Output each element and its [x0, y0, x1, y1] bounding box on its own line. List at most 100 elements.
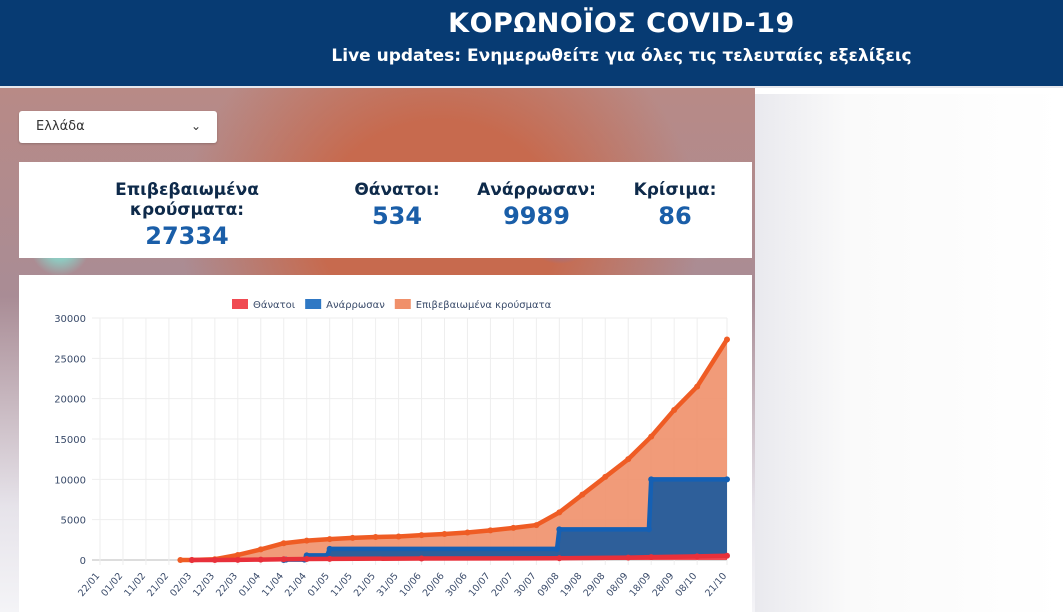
data-point: [724, 552, 730, 559]
y-tick-label: 30000: [54, 314, 86, 325]
x-tick-label: 22/03: [214, 571, 240, 599]
data-point: [554, 545, 561, 552]
y-tick-label: 15000: [54, 435, 86, 446]
data-point: [280, 556, 287, 563]
y-tick-label: 25000: [54, 354, 86, 365]
stat-label: Κρίσιμα:: [633, 180, 717, 200]
data-point: [234, 556, 241, 563]
x-tick-label: 11/05: [329, 571, 355, 599]
x-tick-label: 21/04: [283, 571, 309, 599]
data-point: [234, 551, 241, 558]
data-point: [648, 433, 655, 440]
data-point: [464, 529, 471, 536]
right-side-panel: [755, 94, 1063, 612]
x-tick-label: 11/02: [122, 571, 148, 599]
data-point: [724, 476, 730, 483]
x-tick-label: 10/07: [467, 571, 493, 599]
data-point: [648, 476, 655, 483]
data-point: [257, 546, 264, 553]
legend-label: Θάνατοι: [253, 299, 296, 311]
country-select[interactable]: Ελλάδα ⌄: [19, 111, 217, 143]
x-tick-label: 09/08: [536, 571, 562, 599]
data-point: [625, 456, 632, 463]
data-point: [326, 545, 333, 552]
legend-label: Επιβεβαιωμένα κρούσματα: [416, 299, 552, 311]
data-point: [579, 491, 586, 498]
x-tick-label: 28/09: [650, 571, 676, 599]
x-tick-label: 20/07: [490, 571, 516, 599]
data-point: [625, 554, 632, 561]
y-tick-label: 20000: [54, 395, 86, 406]
legend-swatch: [305, 299, 322, 309]
data-point: [648, 554, 655, 561]
x-tick-label: 19/08: [559, 571, 585, 599]
y-tick-label: 10000: [54, 475, 86, 486]
legend-swatch: [394, 299, 411, 309]
legend-label: Ανάρρωσαν: [326, 299, 385, 311]
stat-label: Θάνατοι:: [354, 180, 440, 200]
x-tick-label: 10/06: [398, 571, 424, 599]
data-point: [188, 557, 195, 563]
data-point: [510, 524, 517, 531]
series-area: [283, 479, 727, 560]
x-tick-label: 22/01: [76, 571, 102, 599]
data-point: [533, 522, 540, 529]
x-tick-label: 20/06: [421, 571, 447, 599]
data-point: [724, 336, 730, 343]
stat-confirmed: Επιβεβαιωμένα κρούσματα: 27334: [57, 180, 317, 250]
data-point: [303, 537, 310, 544]
data-point: [349, 534, 356, 541]
data-point: [487, 527, 494, 534]
x-tick-label: 21/05: [352, 571, 378, 599]
x-tick-label: 02/03: [168, 571, 194, 599]
y-tick-label: 0: [80, 556, 86, 567]
x-tick-label: 21/10: [703, 571, 729, 599]
data-point: [326, 536, 333, 543]
data-point: [418, 532, 425, 539]
x-tick-label: 29/08: [582, 571, 608, 599]
data-point: [177, 556, 184, 563]
stat-deaths: Θάνατοι: 534: [337, 180, 457, 230]
data-point: [671, 406, 678, 413]
data-point: [395, 533, 402, 540]
x-tick-label: 01/02: [99, 571, 125, 599]
x-tick-label: 30/06: [444, 571, 470, 599]
x-tick-label: 12/03: [191, 571, 217, 599]
data-point: [280, 540, 287, 547]
x-tick-label: 21/02: [145, 571, 171, 599]
stat-value: 27334: [145, 222, 229, 250]
page-subtitle: Live updates: Ενημερωθείτε για όλες τις …: [331, 46, 912, 66]
data-point: [257, 556, 264, 563]
x-tick-label: 01/05: [306, 571, 332, 599]
x-tick-label: 01/04: [237, 571, 263, 599]
data-point: [556, 526, 563, 533]
stat-label: Ανάρρωσαν:: [477, 180, 596, 200]
data-point: [211, 556, 218, 563]
stat-value: 534: [371, 202, 423, 230]
x-tick-label: 08/10: [673, 571, 699, 599]
stats-panel: Επιβεβαιωμένα κρούσματα: 27334 Θάνατοι: …: [19, 162, 752, 258]
y-tick-label: 5000: [61, 516, 86, 527]
data-point: [556, 555, 563, 562]
x-tick-label: 30/07: [513, 571, 539, 599]
data-point: [694, 553, 701, 560]
x-tick-label: 08/09: [605, 571, 631, 599]
country-select-value: Ελλάδα: [36, 119, 85, 134]
data-point: [303, 556, 310, 563]
data-point: [602, 473, 609, 480]
series-area: [180, 339, 727, 560]
data-point: [645, 526, 652, 533]
chart-card: 0 5000 10000 15000 20000 25000 30000 22/01 01/02…: [19, 275, 752, 612]
x-tick-label: 18/09: [627, 571, 653, 599]
cases-chart: 0 5000 10000 15000 20000 25000 30000 22/0101/02…: [54, 299, 730, 599]
data-point: [556, 509, 563, 516]
stat-label: Επιβεβαιωμένα κρούσματα:: [115, 180, 259, 220]
stat-value: 86: [658, 202, 692, 230]
stat-recovered: Ανάρρωσαν: 9989: [469, 180, 604, 230]
data-point: [372, 533, 379, 540]
x-tick-label: 11/04: [260, 571, 286, 599]
data-point: [418, 555, 425, 562]
stat-critical: Κρίσιμα: 86: [619, 180, 731, 230]
site-header: ΚΟΡΩΝΟΪΟΣ COVID-19 Live updates: Ενημερω…: [0, 0, 1063, 88]
stat-value: 9989: [503, 202, 570, 230]
